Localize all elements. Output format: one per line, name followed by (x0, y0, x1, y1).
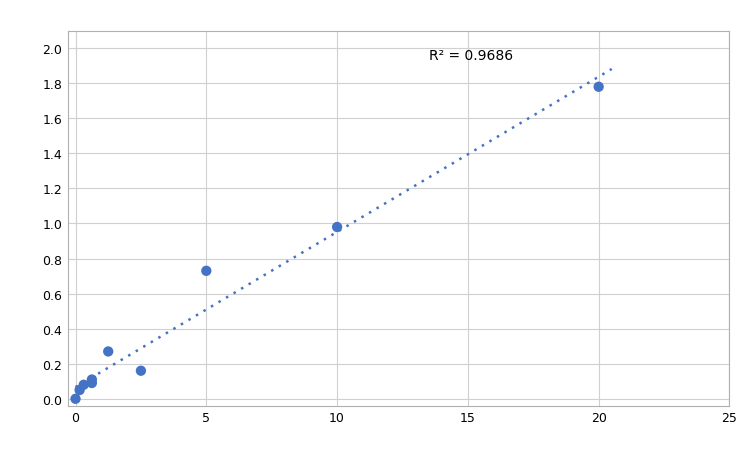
Point (77, 381, 89, 388)
Point (331, 224, 343, 231)
Point (69, 395, 81, 402)
Point (74, 387, 86, 394)
Point (135, 367, 147, 374)
Point (86, 380, 98, 387)
Text: R² = 0.9686: R² = 0.9686 (429, 49, 513, 63)
Point (102, 348, 114, 355)
Point (86, 376, 98, 383)
Point (200, 267, 212, 275)
Point (593, 84, 605, 91)
